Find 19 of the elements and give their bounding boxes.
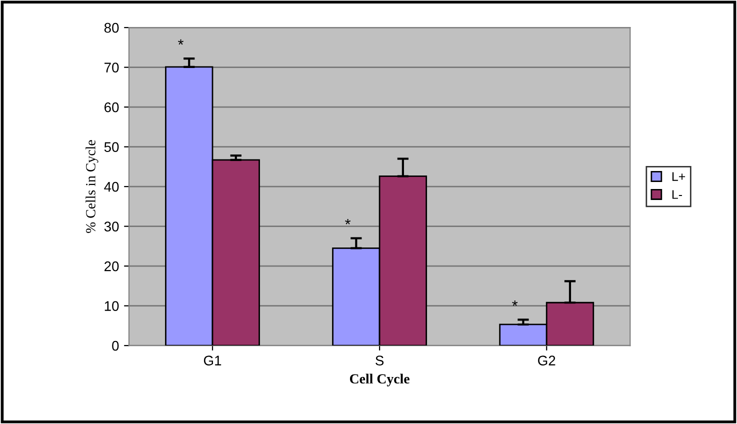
x-tick-label: G2 xyxy=(538,356,556,366)
y-tick-label: 30 xyxy=(104,222,119,232)
y-tick-label: 60 xyxy=(104,102,119,112)
y-tick-label: 50 xyxy=(104,142,119,152)
annotation: * xyxy=(178,39,184,45)
legend-label: L- xyxy=(672,190,682,199)
y-tick-label: 0 xyxy=(112,340,119,351)
x-tick-label: S xyxy=(376,356,384,366)
annotation: * xyxy=(512,300,518,306)
legend-label: L+ xyxy=(672,172,686,181)
annotation: * xyxy=(345,219,351,224)
y-tick-label: 10 xyxy=(104,301,119,311)
y-tick-label: 80 xyxy=(104,22,119,33)
y-tick-label: 70 xyxy=(104,62,119,72)
y-tick-label: 40 xyxy=(104,182,119,192)
y-tick-label: 20 xyxy=(104,261,119,272)
x-axis-title: Cell Cycle xyxy=(350,374,410,386)
y-axis-title: % Cells in Cycle xyxy=(86,140,98,233)
x-tick-label: G1 xyxy=(204,356,222,366)
